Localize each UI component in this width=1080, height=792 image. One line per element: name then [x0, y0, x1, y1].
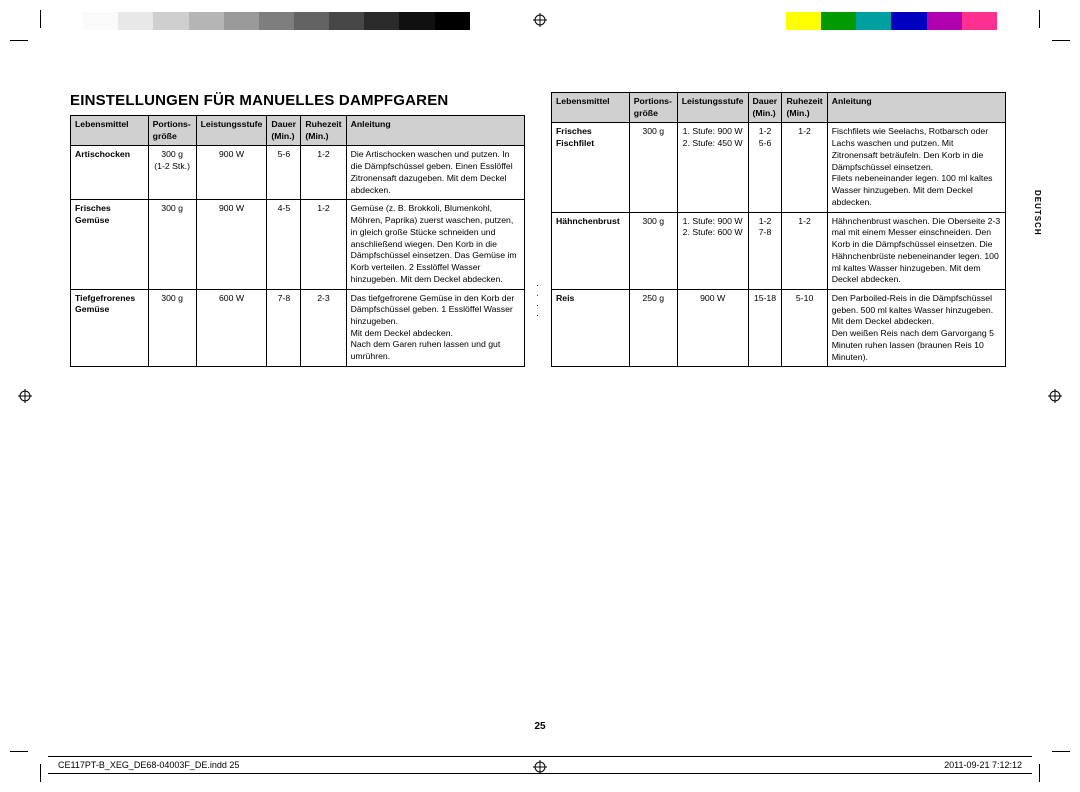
- regbar-swatch: [48, 12, 83, 30]
- regbar-swatch: [399, 12, 434, 30]
- regbar-swatch: [645, 12, 680, 30]
- regbar-swatch: [610, 12, 645, 30]
- col-header: Portions-größe: [629, 93, 677, 123]
- regbar-swatch: [364, 12, 399, 30]
- regbar-swatch: [821, 12, 856, 30]
- table-cell: 300 g(1-2 Stk.): [148, 146, 196, 200]
- table-cell: 900 W: [196, 200, 267, 289]
- col-header: Portions-größe: [148, 116, 196, 146]
- regbar-swatch: [259, 12, 294, 30]
- regbar-swatch: [189, 12, 224, 30]
- table-cell: 300 g: [148, 289, 196, 366]
- table-cell: 1. Stufe: 900 W2. Stufe: 450 W: [677, 123, 748, 212]
- table-row: Hähnchenbrust300 g1. Stufe: 900 W2. Stuf…: [552, 212, 1006, 289]
- table-cell: 600 W: [196, 289, 267, 366]
- table-cell: Hähnchenbrust waschen. Die Oberseite 2-3…: [827, 212, 1005, 289]
- regbar-swatch: [856, 12, 891, 30]
- regbar-swatch: [435, 12, 470, 30]
- regbar-swatch: [224, 12, 259, 30]
- col-header: Anleitung: [827, 93, 1005, 123]
- registration-mark-left: [18, 389, 32, 403]
- table-cell: TiefgefrorenesGemüse: [71, 289, 149, 366]
- table-row: TiefgefrorenesGemüse300 g600 W7-82-3Das …: [71, 289, 525, 366]
- table-cell: 250 g: [629, 290, 677, 367]
- table-row: Reis250 g900 W15-185-10Den Parboiled-Rei…: [552, 290, 1006, 367]
- col-header: Leistungsstufe: [196, 116, 267, 146]
- registration-mark-top: [533, 13, 547, 27]
- section-heading: EINSTELLUNGEN FÜR MANUELLES DAMPFGAREN: [70, 92, 525, 109]
- table-cell: 1-25-6: [748, 123, 782, 212]
- table-cell: Gemüse (z. B. Brokkoli, Blumenkohl, Möhr…: [346, 200, 524, 289]
- col-header: Ruhezeit(Min.): [782, 93, 827, 123]
- regbar-swatch: [153, 12, 188, 30]
- regbar-swatch: [751, 12, 786, 30]
- table-cell: 300 g: [629, 212, 677, 289]
- table-cell: FrischesGemüse: [71, 200, 149, 289]
- regbar-swatch: [962, 12, 997, 30]
- table-cell: 5-6: [267, 146, 301, 200]
- page-number: 25: [0, 721, 1080, 732]
- regbar-swatch: [83, 12, 118, 30]
- right-column: LebensmittelPortions-größeLeistungsstufe…: [551, 92, 1006, 367]
- registration-mark-right: [1048, 389, 1062, 403]
- steam-table-left: LebensmittelPortions-größeLeistungsstufe…: [70, 115, 525, 367]
- left-column: EINSTELLUNGEN FÜR MANUELLES DAMPFGAREN L…: [70, 92, 525, 367]
- table-cell: 300 g: [148, 200, 196, 289]
- table-cell: Reis: [552, 290, 630, 367]
- footer-timestamp: 2011-09-21 7:12:12: [944, 760, 1022, 770]
- regbar-swatch: [118, 12, 153, 30]
- table-cell: Artischocken: [71, 146, 149, 200]
- footer-file: CE117PT-B_XEG_DE68-04003F_DE.indd 25: [58, 760, 239, 770]
- col-header: Lebensmittel: [71, 116, 149, 146]
- regbar-swatch: [997, 12, 1032, 30]
- col-header: Anleitung: [346, 116, 524, 146]
- regbar-swatch: [575, 12, 610, 30]
- regbar-swatch: [927, 12, 962, 30]
- col-header: Lebensmittel: [552, 93, 630, 123]
- table-row: Artischocken300 g(1-2 Stk.)900 W5-61-2Di…: [71, 146, 525, 200]
- col-header: Dauer(Min.): [267, 116, 301, 146]
- regbar-swatch: [786, 12, 821, 30]
- table-cell: 1. Stufe: 900 W2. Stufe: 600 W: [677, 212, 748, 289]
- table-cell: 1-2: [301, 146, 346, 200]
- table-cell: Hähnchenbrust: [552, 212, 630, 289]
- table-cell: 15-18: [748, 290, 782, 367]
- table-cell: Die Artischocken waschen und putzen. In …: [346, 146, 524, 200]
- col-header: Leistungsstufe: [677, 93, 748, 123]
- print-footer: CE117PT-B_XEG_DE68-04003F_DE.indd 25 201…: [48, 756, 1032, 774]
- language-tab: DEUTSCH: [1033, 190, 1042, 236]
- page-content: EINSTELLUNGEN FÜR MANUELLES DAMPFGAREN L…: [70, 92, 1010, 732]
- table-cell: 300 g: [629, 123, 677, 212]
- regbar-swatch: [891, 12, 926, 30]
- table-cell: 5-10: [782, 290, 827, 367]
- table-cell: 900 W: [677, 290, 748, 367]
- table-cell: 7-8: [267, 289, 301, 366]
- table-cell: 1-27-8: [748, 212, 782, 289]
- table-cell: 4-5: [267, 200, 301, 289]
- table-row: FrischesGemüse300 g900 W4-51-2Gemüse (z.…: [71, 200, 525, 289]
- table-cell: 1-2: [782, 212, 827, 289]
- col-header: Ruhezeit(Min.): [301, 116, 346, 146]
- regbar-swatch: [294, 12, 329, 30]
- regbar-swatch: [470, 12, 505, 30]
- table-cell: Das tiefgefrorene Gemüse in den Korb der…: [346, 289, 524, 366]
- table-cell: 2-3: [301, 289, 346, 366]
- table-cell: FrischesFischfilet: [552, 123, 630, 212]
- table-cell: 1-2: [782, 123, 827, 212]
- table-cell: Fischfilets wie Seelachs, Rotbarsch oder…: [827, 123, 1005, 212]
- table-cell: Den Parboiled-Reis in die Dämpfschüssel …: [827, 290, 1005, 367]
- regbar-swatch: [681, 12, 716, 30]
- col-header: Dauer(Min.): [748, 93, 782, 123]
- regbar-swatch: [716, 12, 751, 30]
- steam-table-right: LebensmittelPortions-größeLeistungsstufe…: [551, 92, 1006, 367]
- table-cell: 1-2: [301, 200, 346, 289]
- table-cell: 900 W: [196, 146, 267, 200]
- regbar-swatch: [329, 12, 364, 30]
- table-row: FrischesFischfilet300 g1. Stufe: 900 W2.…: [552, 123, 1006, 212]
